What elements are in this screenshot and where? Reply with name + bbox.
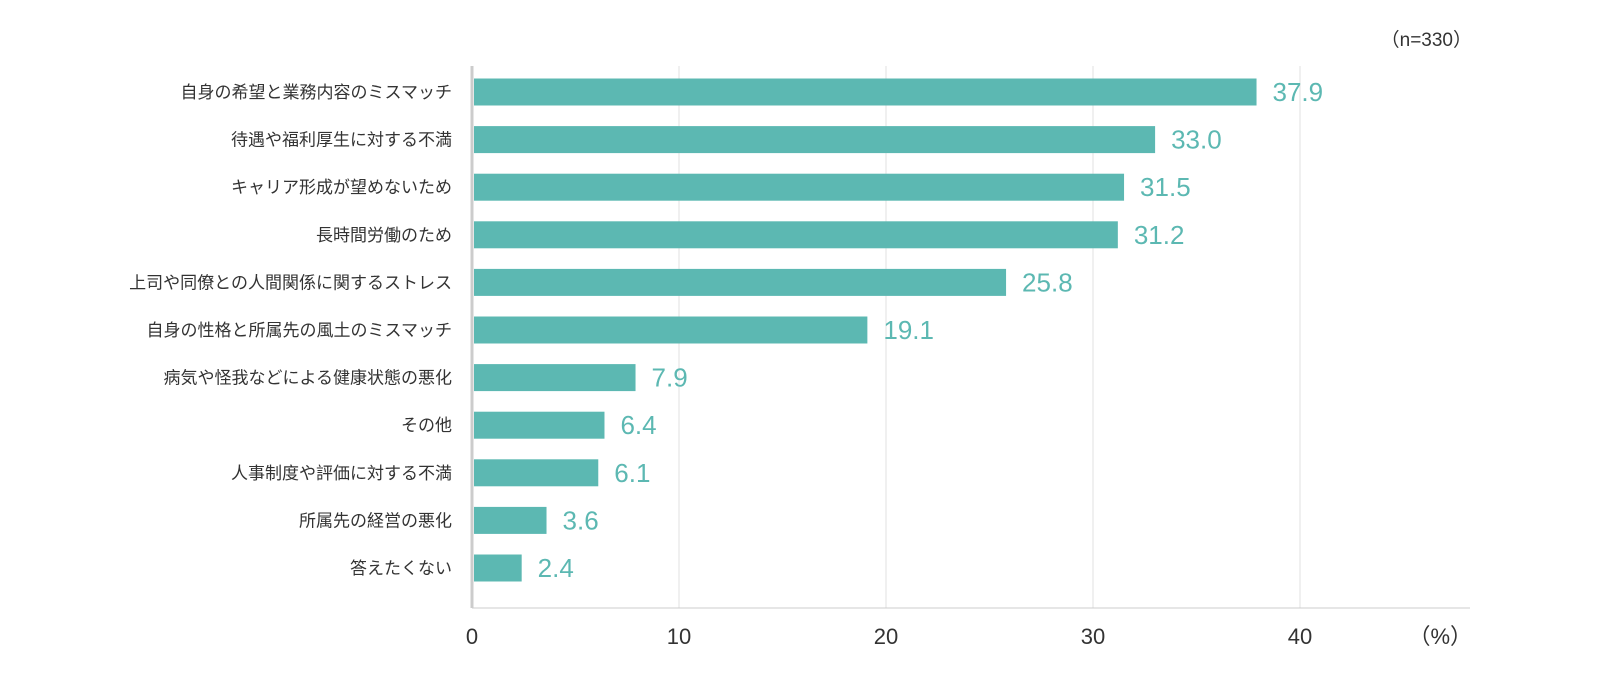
bar — [474, 459, 599, 487]
value-labels: 37.9 33.0 31.5 31.2 25.8 19.1 7.9 6.4 6.1 3.6 2.4 — [538, 77, 1323, 583]
bar — [474, 173, 1125, 201]
bar — [474, 221, 1118, 249]
x-tick-label: 30 — [1081, 624, 1105, 649]
bar — [474, 411, 605, 439]
category-labels: 自身の希望と業務内容のミスマッチ待遇や福利厚生に対する不満キャリア形成が望めない… — [129, 83, 452, 579]
x-tick-label: 10 — [667, 624, 691, 649]
x-tick-label: 40 — [1288, 624, 1312, 649]
category-label: 答えたくない — [350, 559, 452, 579]
bar — [474, 268, 1007, 296]
value-label: 31.5 — [1140, 172, 1191, 202]
bars — [474, 78, 1257, 582]
value-label: 19.1 — [883, 315, 934, 345]
sample-size-note: （n=330） — [1381, 29, 1472, 51]
category-label: 長時間労働のため — [316, 226, 452, 246]
category-label: 病気や怪我などによる健康状態の悪化 — [164, 369, 453, 389]
value-label: 37.9 — [1273, 77, 1324, 107]
category-label: 上司や同僚との人間関係に関するストレス — [129, 273, 452, 293]
value-label: 33.0 — [1171, 125, 1222, 155]
category-label: 所属先の経営の悪化 — [299, 511, 452, 531]
unit-label: （%） — [1408, 624, 1472, 649]
category-label: キャリア形成が望めないため — [231, 178, 452, 198]
bar — [474, 78, 1257, 106]
bar — [474, 316, 868, 344]
value-label: 6.1 — [614, 458, 650, 488]
x-tick-label: 20 — [874, 624, 898, 649]
category-label: 人事制度や評価に対する不満 — [231, 464, 452, 484]
bar — [474, 364, 636, 392]
value-label: 2.4 — [538, 553, 574, 583]
category-label: 自身の希望と業務内容のミスマッチ — [181, 83, 453, 103]
bar — [474, 126, 1156, 154]
x-tick-label: 0 — [466, 624, 478, 649]
value-label: 3.6 — [563, 505, 599, 535]
value-label: 25.8 — [1022, 267, 1073, 297]
value-label: 6.4 — [620, 410, 656, 440]
category-label: 自身の性格と所属先の風土のミスマッチ — [147, 321, 453, 341]
category-label: その他 — [401, 416, 452, 436]
value-label: 7.9 — [652, 363, 688, 393]
axes — [470, 66, 1470, 609]
bar — [474, 506, 547, 534]
value-label: 31.2 — [1134, 220, 1185, 250]
x-tick-labels: 0 10 20 30 40 — [466, 624, 1312, 649]
category-label: 待遇や福利厚生に対する不満 — [231, 131, 452, 151]
bar — [474, 554, 522, 582]
